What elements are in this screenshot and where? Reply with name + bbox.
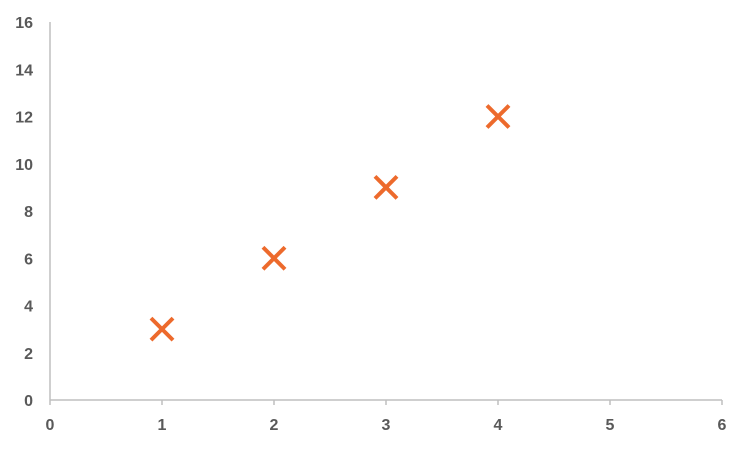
x-tick-label: 6 bbox=[718, 417, 727, 434]
x-tick-label: 5 bbox=[606, 417, 615, 434]
data-point-x-marker bbox=[149, 316, 175, 342]
y-tick-label: 0 bbox=[24, 393, 33, 410]
data-point-x-marker bbox=[485, 104, 511, 129]
marker-stroke bbox=[261, 245, 287, 271]
x-tick-label: 0 bbox=[46, 417, 55, 434]
y-tick-label: 12 bbox=[15, 110, 33, 127]
data-point-x-marker bbox=[261, 245, 287, 271]
y-tick-label: 8 bbox=[24, 204, 33, 221]
marker-stroke bbox=[485, 104, 511, 129]
axes bbox=[49, 22, 723, 405]
y-tick-label: 16 bbox=[15, 15, 33, 32]
marker-stroke bbox=[373, 174, 399, 200]
x-tick-label: 1 bbox=[158, 417, 167, 434]
y-tick-label: 14 bbox=[15, 62, 33, 79]
data-point-x-marker bbox=[373, 174, 399, 200]
y-tick-label: 10 bbox=[15, 157, 33, 174]
x-tick-label: 3 bbox=[382, 417, 391, 434]
y-tick-label: 2 bbox=[24, 346, 33, 363]
data-points bbox=[149, 104, 511, 342]
y-tick-label: 4 bbox=[24, 299, 33, 316]
y-tick-label: 6 bbox=[24, 251, 33, 268]
x-tick-label: 4 bbox=[494, 417, 503, 434]
marker-stroke bbox=[149, 316, 175, 342]
x-tick-label: 2 bbox=[270, 417, 279, 434]
